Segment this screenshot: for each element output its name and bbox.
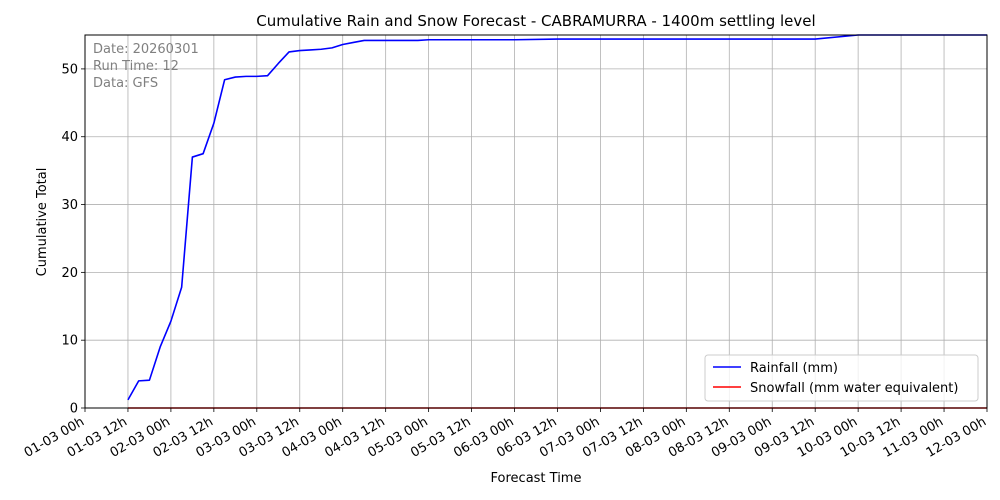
chart-title: Cumulative Rain and Snow Forecast - CABR… bbox=[256, 12, 815, 30]
plot-area bbox=[85, 35, 987, 408]
legend-label-snowfall: Snowfall (mm water equivalent) bbox=[750, 381, 958, 396]
y-axis-label: Cumulative Total bbox=[35, 168, 50, 277]
annotation-date: Date: 20260301 bbox=[93, 42, 199, 57]
y-tick-label: 30 bbox=[61, 198, 78, 213]
info-annotations: Date: 20260301 Run Time: 12 Data: GFS bbox=[93, 42, 199, 91]
y-tick-label: 20 bbox=[61, 266, 78, 281]
legend: Rainfall (mm) Snowfall (mm water equival… bbox=[704, 354, 979, 402]
annotation-data-source: Data: GFS bbox=[93, 76, 158, 91]
legend-label-rainfall: Rainfall (mm) bbox=[750, 361, 838, 376]
legend-box bbox=[704, 354, 979, 402]
y-tick-label: 0 bbox=[70, 402, 78, 417]
x-axis-label: Forecast Time bbox=[491, 471, 582, 486]
y-tick-label: 10 bbox=[61, 334, 78, 349]
y-tick-label: 50 bbox=[61, 62, 78, 77]
annotation-run-time: Run Time: 12 bbox=[93, 59, 179, 74]
plot-frame bbox=[84, 34, 988, 409]
rainfall-line bbox=[127, 34, 987, 401]
y-tick-label: 40 bbox=[61, 130, 78, 145]
